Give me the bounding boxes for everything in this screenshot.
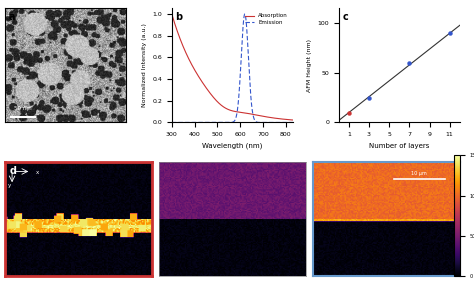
Y-axis label: Normalized Intensity (a.u.): Normalized Intensity (a.u.) [142,23,146,107]
Emission [169,121,174,124]
Absorption [252,113,258,116]
Text: x: x [36,170,39,175]
Absorption [181,47,187,50]
Absorption [290,118,296,122]
Line: Absorption: Absorption [172,14,293,120]
Text: b: b [175,12,182,22]
Text: 50 nm: 50 nm [14,106,32,111]
Emission [242,12,247,16]
Emission [181,121,187,124]
Text: d: d [9,166,16,176]
Absorption [169,12,174,16]
Emission [218,121,224,124]
Emission [264,121,269,124]
Absorption [265,116,271,119]
Line: Emission: Emission [172,14,293,122]
Point [345,110,353,115]
Y-axis label: AFM Height (nm): AFM Height (nm) [307,39,312,92]
Point [365,95,373,100]
Point [406,61,413,65]
Emission [252,119,258,122]
X-axis label: Number of layers: Number of layers [369,143,429,149]
Emission [290,121,296,124]
Text: c: c [342,12,348,22]
X-axis label: Wavelength (nm): Wavelength (nm) [202,143,263,149]
Legend: Absorption, Emission: Absorption, Emission [243,11,290,27]
Text: 10 μm: 10 μm [411,171,427,176]
Emission [265,121,271,124]
Text: y: y [8,183,11,188]
Point [446,31,454,36]
Absorption [218,103,224,106]
Absorption [222,106,228,109]
Absorption [263,115,269,118]
Text: a: a [9,12,15,22]
Emission [222,121,228,124]
